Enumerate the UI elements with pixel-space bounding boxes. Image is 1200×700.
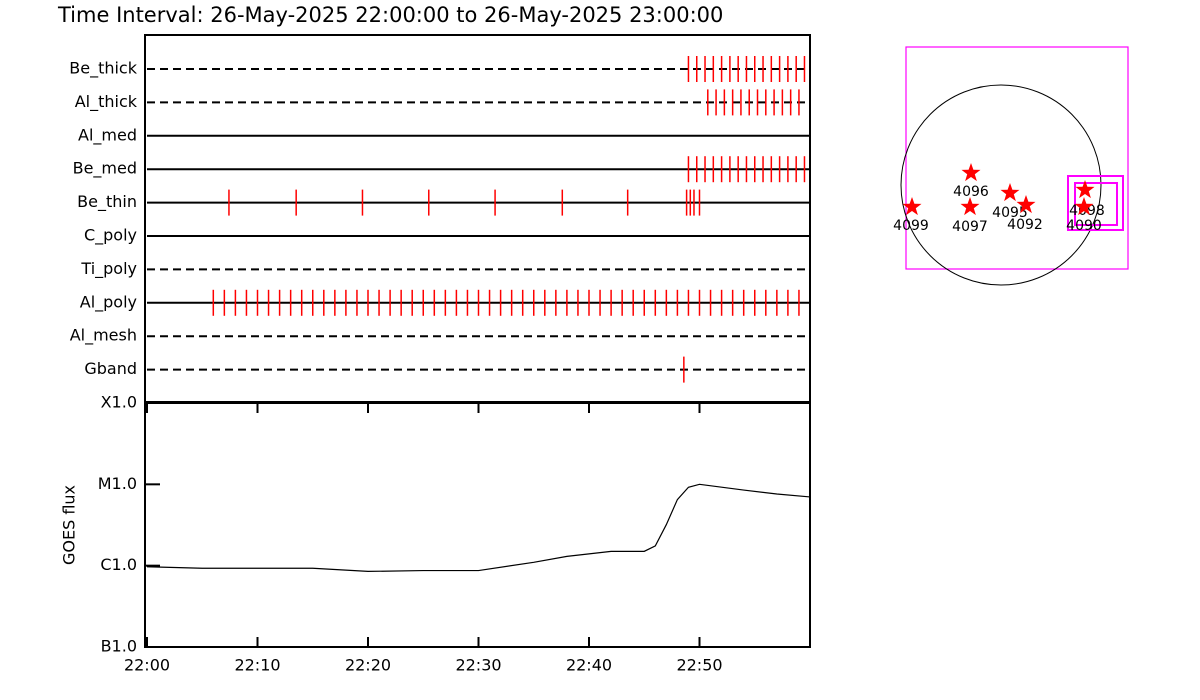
y-tick-label: X1.0 — [101, 393, 137, 412]
x-tick-label: 22:00 — [124, 656, 170, 675]
row-label: Al_poly — [80, 292, 137, 312]
row-label: C_poly — [84, 226, 137, 246]
region-label: 4097 — [952, 219, 988, 235]
y-tick-label: B1.0 — [101, 637, 137, 656]
row-label: Be_thin — [77, 192, 137, 212]
timeline-frame — [144, 34, 811, 403]
region-label: 4095 — [992, 205, 1028, 221]
row-label: Al_med — [78, 125, 137, 145]
region-label: 4092 — [1007, 217, 1043, 233]
row-label: Gband — [84, 359, 137, 378]
region-star — [961, 163, 981, 182]
region-star — [1075, 180, 1095, 199]
goes-line — [146, 483, 811, 573]
plot-frame — [144, 402, 811, 648]
region-label: 4096 — [953, 184, 989, 200]
solar-disk — [900, 84, 1102, 286]
y-axis-label: GOES flux — [60, 485, 79, 565]
fov-box — [905, 46, 1129, 270]
x-tick-label: 22:40 — [566, 656, 612, 675]
x-tick-label: 22:30 — [455, 656, 501, 675]
fov-box — [1067, 175, 1124, 231]
y-tick-label: M1.0 — [98, 474, 137, 493]
region-star — [960, 197, 980, 216]
x-tick-label: 22:20 — [345, 656, 391, 675]
row-label: Be_thick — [69, 59, 137, 79]
row-label: Al_thick — [75, 92, 138, 112]
x-tick-label: 22:10 — [234, 656, 280, 675]
region-star — [902, 197, 922, 216]
region-label: 4090 — [1066, 218, 1102, 234]
y-tick-label: C1.0 — [100, 555, 137, 574]
chart-title: Time Interval: 26-May-2025 22:00:00 to 2… — [57, 3, 723, 27]
x-tick-label: 22:50 — [676, 656, 722, 675]
row-label: Ti_poly — [80, 259, 137, 279]
region-star — [1016, 195, 1036, 214]
region-star — [1000, 183, 1020, 202]
row-label: Al_mesh — [70, 326, 137, 346]
region-label: 4099 — [893, 218, 929, 234]
row-label: Be_med — [73, 159, 137, 179]
region-star — [1074, 197, 1094, 216]
